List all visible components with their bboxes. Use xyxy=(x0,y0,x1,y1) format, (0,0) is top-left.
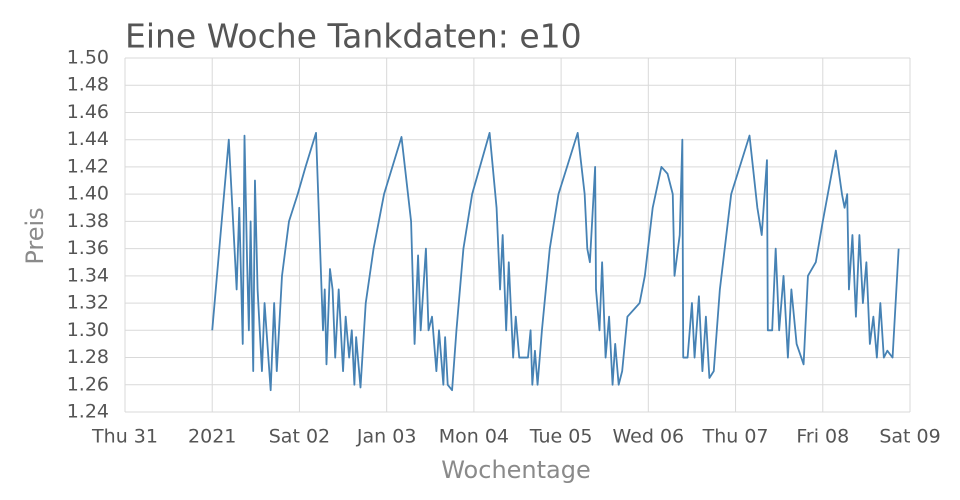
y-tick-label: 1.50 xyxy=(67,47,109,69)
y-tick-label: 1.46 xyxy=(67,101,109,123)
chart-title: Eine Woche Tankdaten: e10 xyxy=(125,17,582,56)
x-tick-label: Fri 08 xyxy=(796,426,849,448)
y-tick-label: 1.28 xyxy=(67,346,109,368)
y-tick-label: 1.24 xyxy=(67,401,109,423)
y-tick-label: 1.30 xyxy=(67,319,109,341)
x-tick-label: Jan 03 xyxy=(356,426,417,448)
y-tick-label: 1.40 xyxy=(67,183,109,205)
y-tick-label: 1.26 xyxy=(67,373,109,395)
x-tick-label: Wed 06 xyxy=(613,426,685,448)
price-line xyxy=(211,131,900,392)
y-tick-label: 1.36 xyxy=(67,237,109,259)
y-tick-label: 1.44 xyxy=(67,128,109,150)
x-tick-label: 2021 xyxy=(188,426,236,448)
y-tick-label: 1.34 xyxy=(67,264,109,286)
y-tick-label: 1.32 xyxy=(67,292,109,314)
x-tick-label: Sat 09 xyxy=(879,426,940,448)
y-tick-label: 1.48 xyxy=(67,74,109,96)
y-tick-label: 1.42 xyxy=(67,155,109,177)
x-tick-label: Thu 07 xyxy=(702,426,769,448)
y-tick-label: 1.38 xyxy=(67,210,109,232)
x-tick-label: Mon 04 xyxy=(439,426,509,448)
x-tick-label: Thu 31 xyxy=(91,426,158,448)
x-tick-label: Sat 02 xyxy=(269,426,330,448)
y-axis-title: Preis xyxy=(21,207,49,264)
x-axis-title: Wochentage xyxy=(441,456,591,484)
x-tick-label: Tue 05 xyxy=(529,426,593,448)
